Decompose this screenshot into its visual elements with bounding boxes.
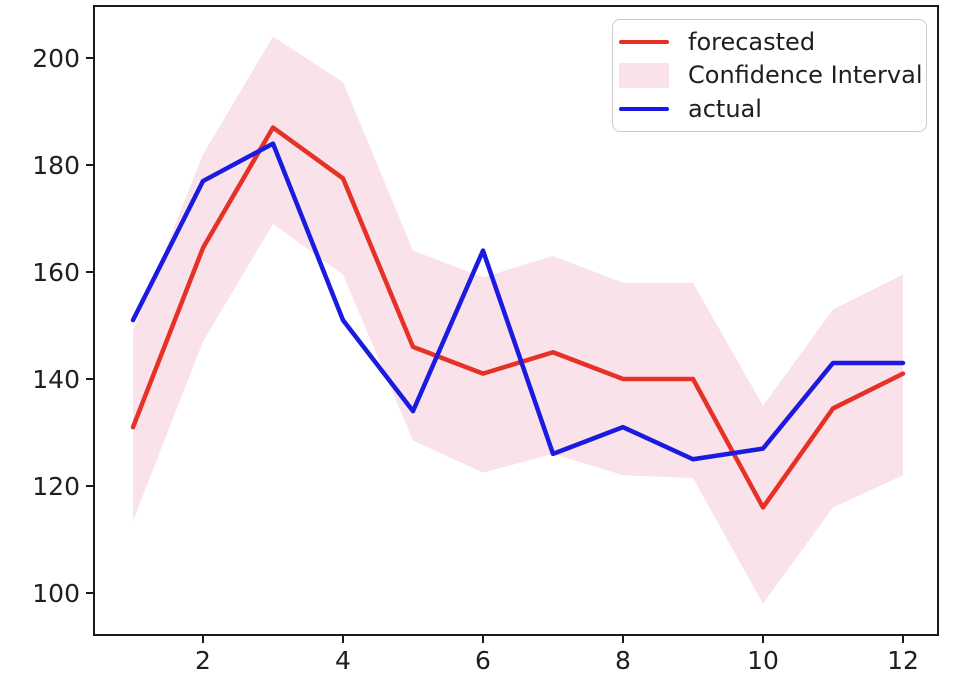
y-tick-label: 140 [32,365,80,394]
x-tick-label: 12 [887,646,919,675]
confidence-interval-swatch-box [619,62,669,88]
y-tick-label: 120 [32,472,80,501]
actual-line [130,141,906,462]
x-tick-label: 2 [195,646,211,675]
actual-line-swatch [619,106,669,112]
legend-label-forecasted: forecasted [688,27,816,56]
legend-item-forecasted: forecasted [619,26,922,58]
legend-item-confidence-interval: Confidence Interval [619,59,922,91]
plot-border [93,5,939,636]
x-tick-label: 6 [475,646,491,675]
y-tick-label: 100 [32,579,80,608]
y-tick-label: 180 [32,151,80,180]
confidence-band [133,36,903,604]
legend-label-confidence-interval: Confidence Interval [688,61,923,90]
legend-item-actual: actual [619,93,922,125]
y-tick-label: 200 [32,44,80,73]
legend: forecasted Confidence Interval actual [612,19,927,132]
x-tick-label: 10 [747,646,779,675]
y-tick-label: 160 [32,258,80,287]
x-tick-label: 8 [615,646,631,675]
confidence-interval-swatch [619,62,669,88]
actual-swatch-box [619,106,669,112]
forecasted-swatch-box [619,39,669,45]
legend-label-actual: actual [688,95,762,124]
x-tick-label: 4 [335,646,351,675]
forecasted-line-swatch [619,39,669,45]
